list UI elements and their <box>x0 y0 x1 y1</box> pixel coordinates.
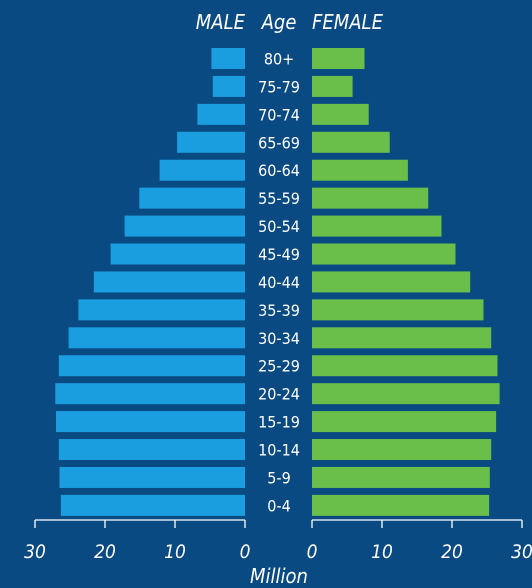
age-label-45-49: 45-49 <box>258 245 300 264</box>
x-axes: 0 0 10 10 20 20 30 30 <box>24 519 532 563</box>
female-bar-75-79 <box>312 75 353 97</box>
age-label-55-59: 55-59 <box>258 189 300 208</box>
male-bar-75-79 <box>212 75 245 97</box>
age-label-60-64: 60-64 <box>258 161 300 180</box>
male-bar-15-19 <box>56 411 245 433</box>
male-bar-10-14 <box>58 439 245 461</box>
female-tick-label-20: 20 <box>441 541 463 563</box>
age-label-0-4: 0-4 <box>267 496 291 515</box>
age-label-5-9: 5-9 <box>267 468 291 487</box>
female-bar-40-44 <box>312 271 471 293</box>
age-label-80plus: 80+ <box>264 50 294 69</box>
male-tick-label-10: 10 <box>164 541 186 563</box>
x-axis-title: Million <box>250 564 308 588</box>
female-bar-10-14 <box>312 439 492 461</box>
male-bar-45-49 <box>110 243 245 265</box>
female-tick-label-0: 0 <box>307 541 318 563</box>
age-label-30-34: 30-34 <box>258 329 300 348</box>
age-label-35-39: 35-39 <box>258 301 300 320</box>
age-label-70-74: 70-74 <box>258 105 300 124</box>
female-tick-label-30: 30 <box>511 541 532 563</box>
male-bar-25-29 <box>58 355 245 377</box>
age-header: Age <box>261 10 297 34</box>
female-bar-60-64 <box>312 159 408 181</box>
male-bar-30-34 <box>68 327 245 349</box>
age-label-65-69: 65-69 <box>258 133 300 152</box>
male-header: MALE <box>196 10 246 34</box>
female-tick-label-10: 10 <box>371 541 393 563</box>
female-bar-25-29 <box>312 355 498 377</box>
male-bar-60-64 <box>159 159 245 181</box>
age-label-20-24: 20-24 <box>258 385 300 404</box>
male-bar-55-59 <box>139 187 245 209</box>
female-bar-70-74 <box>312 103 369 125</box>
age-label-75-79: 75-79 <box>258 77 300 96</box>
age-label-25-29: 25-29 <box>258 357 300 376</box>
age-label-50-54: 50-54 <box>258 217 300 236</box>
female-bar-30-34 <box>312 327 492 349</box>
female-bar-15-19 <box>312 411 497 433</box>
age-label-15-19: 15-19 <box>258 413 300 432</box>
age-label-40-44: 40-44 <box>258 273 300 292</box>
female-bar-55-59 <box>312 187 429 209</box>
female-bar-45-49 <box>312 243 456 265</box>
age-label-10-14: 10-14 <box>258 441 300 460</box>
male-bar-0-4 <box>60 494 246 516</box>
female-bar-80plus <box>312 48 365 69</box>
female-bar-35-39 <box>312 299 484 321</box>
male-bar-35-39 <box>78 299 246 321</box>
female-bar-5-9 <box>312 466 490 488</box>
male-bar-80plus <box>211 48 245 69</box>
male-tick-label-0: 0 <box>240 541 251 563</box>
male-tick-label-20: 20 <box>94 541 116 563</box>
bar-group: 80+ 75-79 70-74 65-69 60-64 55-59 50-54 45-49 40… <box>55 48 500 516</box>
male-tick-label-30: 30 <box>24 541 46 563</box>
female-bar-50-54 <box>312 215 442 237</box>
male-bar-50-54 <box>124 215 245 237</box>
male-bar-40-44 <box>93 271 245 293</box>
female-bar-20-24 <box>312 383 500 405</box>
female-bar-65-69 <box>312 131 390 153</box>
female-header: FEMALE <box>312 10 384 34</box>
female-bar-0-4 <box>312 494 490 516</box>
male-bar-20-24 <box>55 383 245 405</box>
male-bar-70-74 <box>197 103 245 125</box>
male-bar-65-69 <box>177 131 245 153</box>
male-bar-5-9 <box>59 466 245 488</box>
